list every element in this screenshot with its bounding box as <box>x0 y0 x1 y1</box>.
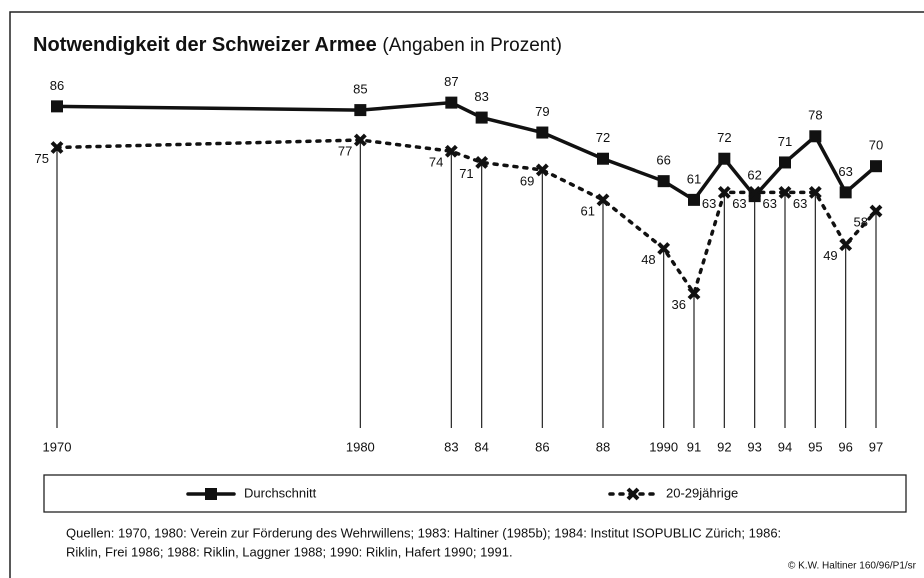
x-tick-label: 88 <box>596 439 610 454</box>
data-label: 74 <box>429 155 443 170</box>
data-label: 63 <box>732 196 746 211</box>
x-tick-label: 1990 <box>649 439 678 454</box>
data-label: 72 <box>596 130 610 145</box>
series-line <box>55 138 878 298</box>
marker <box>717 185 731 199</box>
legend-label: 20-29jährige <box>666 485 738 500</box>
data-label: 71 <box>459 166 473 181</box>
series-line <box>55 100 878 203</box>
x-tick-label: 91 <box>687 439 701 454</box>
data-label: 61 <box>687 171 701 186</box>
marker <box>839 238 853 252</box>
data-label: 63 <box>793 196 807 211</box>
x-tick-label: 93 <box>747 439 761 454</box>
legend-marker <box>626 487 640 501</box>
data-label: 63 <box>838 164 852 179</box>
marker <box>808 185 822 199</box>
data-label: 66 <box>656 153 670 168</box>
title: Notwendigkeit der Schweizer Armee <box>33 34 377 56</box>
x-tick-label: 96 <box>838 439 852 454</box>
sources: Quellen: 1970, 1980: Verein zur Förderun… <box>66 525 781 540</box>
credit: © K.W. Haltiner 160/96/P1/sr <box>788 561 917 572</box>
x-tick-label: 84 <box>474 439 488 454</box>
data-label: 69 <box>520 173 534 188</box>
marker <box>870 160 882 173</box>
marker <box>444 144 458 158</box>
data-label: 61 <box>581 203 595 218</box>
data-label: 71 <box>778 134 792 149</box>
marker <box>778 185 792 199</box>
x-tick-label: 95 <box>808 439 822 454</box>
marker <box>445 96 458 109</box>
data-label: 36 <box>672 297 686 312</box>
x-tick-label: 83 <box>444 439 458 454</box>
data-label: 75 <box>35 151 49 166</box>
marker <box>779 156 791 169</box>
data-label: 79 <box>535 104 549 119</box>
data-label: 78 <box>808 108 822 123</box>
x-tick-label: 86 <box>535 439 549 454</box>
marker <box>839 186 852 199</box>
marker <box>869 204 883 218</box>
marker <box>475 111 488 124</box>
x-tick-label: 94 <box>778 439 792 454</box>
marker <box>687 286 701 300</box>
data-label: 70 <box>869 138 883 153</box>
data-label: 77 <box>338 143 352 158</box>
sources: Riklin, Frei 1986; 1988: Riklin, Laggner… <box>66 544 513 559</box>
marker <box>353 133 367 147</box>
legend-box <box>43 474 907 513</box>
data-label: 62 <box>747 168 761 183</box>
x-tick-label: 92 <box>717 439 731 454</box>
data-label: 86 <box>50 78 64 93</box>
data-label: 83 <box>474 89 488 104</box>
marker <box>688 193 700 206</box>
marker <box>718 152 731 165</box>
marker <box>657 175 670 188</box>
data-label: 72 <box>717 130 731 145</box>
data-label: 87 <box>444 74 458 89</box>
marker <box>657 242 671 255</box>
marker <box>535 163 549 177</box>
subtitle: (Angaben in Prozent) <box>382 35 562 56</box>
data-label: 58 <box>854 215 868 230</box>
chart-title: Notwendigkeit der Schweizer Armee (Angab… <box>33 34 562 56</box>
marker <box>50 141 64 154</box>
marker <box>354 104 367 117</box>
data-label: 63 <box>763 196 777 211</box>
data-label: 85 <box>353 82 367 97</box>
marker <box>596 193 610 207</box>
frame <box>9 11 924 578</box>
marker <box>748 185 762 199</box>
x-tick-label: 1980 <box>346 439 375 454</box>
data-label: 49 <box>823 248 837 263</box>
marker <box>51 100 63 113</box>
marker <box>809 130 822 143</box>
data-label: 63 <box>702 196 716 211</box>
legend-marker <box>205 488 217 500</box>
x-tick-label: 1970 <box>43 439 72 454</box>
legend-label: Durchschnitt <box>244 485 317 500</box>
x-tick-label: 97 <box>869 439 883 454</box>
marker <box>597 152 609 165</box>
marker <box>475 156 489 169</box>
data-label: 48 <box>641 252 655 267</box>
marker <box>536 126 549 139</box>
